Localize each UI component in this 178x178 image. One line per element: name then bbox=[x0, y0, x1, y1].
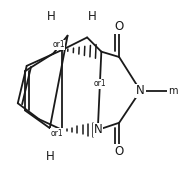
Text: O: O bbox=[114, 20, 124, 33]
Text: or1: or1 bbox=[93, 79, 106, 88]
Text: m: m bbox=[168, 86, 177, 96]
Text: N: N bbox=[93, 123, 102, 136]
Text: H: H bbox=[47, 10, 56, 23]
Text: or1: or1 bbox=[51, 129, 63, 138]
Text: H: H bbox=[45, 150, 54, 163]
Text: H: H bbox=[88, 10, 97, 23]
Text: O: O bbox=[114, 145, 124, 158]
Text: or1: or1 bbox=[52, 40, 65, 49]
Text: N: N bbox=[136, 84, 145, 97]
